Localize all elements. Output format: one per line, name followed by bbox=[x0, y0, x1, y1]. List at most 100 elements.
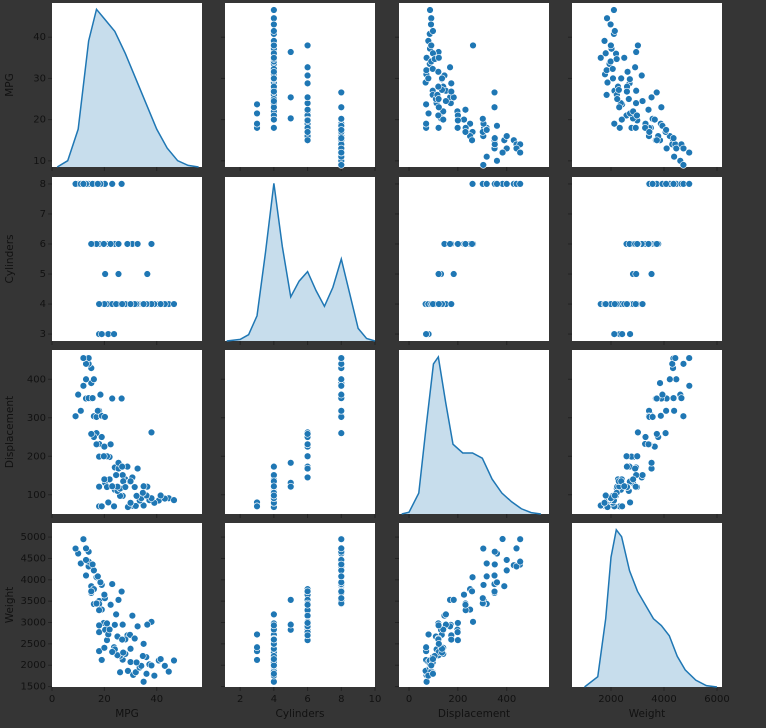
point bbox=[427, 20, 435, 29]
point bbox=[512, 544, 521, 553]
x-tick-label: 10 bbox=[369, 694, 382, 705]
point bbox=[657, 103, 666, 111]
point bbox=[92, 599, 101, 608]
point bbox=[270, 20, 278, 29]
point bbox=[112, 610, 120, 619]
point bbox=[422, 678, 431, 686]
point bbox=[88, 394, 97, 402]
point bbox=[491, 134, 499, 142]
point bbox=[427, 41, 435, 50]
point bbox=[447, 79, 455, 88]
point bbox=[104, 498, 112, 507]
point bbox=[503, 132, 511, 140]
point bbox=[139, 652, 147, 660]
point bbox=[662, 180, 670, 188]
point bbox=[623, 68, 632, 76]
point bbox=[270, 621, 278, 630]
point bbox=[647, 270, 656, 278]
point bbox=[434, 124, 443, 132]
point bbox=[516, 535, 524, 543]
point bbox=[303, 619, 312, 627]
point bbox=[82, 556, 90, 564]
point bbox=[270, 482, 278, 490]
point bbox=[454, 636, 462, 644]
point bbox=[516, 148, 524, 157]
point bbox=[253, 656, 261, 664]
point bbox=[88, 560, 97, 569]
point bbox=[600, 37, 609, 45]
point bbox=[82, 375, 90, 383]
point bbox=[253, 120, 261, 128]
point bbox=[110, 330, 118, 338]
x-axis-label: MPG bbox=[115, 708, 139, 720]
point bbox=[631, 464, 639, 473]
point bbox=[303, 93, 312, 102]
point bbox=[79, 180, 88, 188]
point bbox=[337, 390, 345, 399]
point bbox=[662, 126, 670, 134]
point bbox=[161, 662, 169, 670]
y-tick-label: 40 bbox=[33, 32, 46, 43]
kde-area bbox=[226, 183, 375, 341]
point bbox=[337, 88, 345, 97]
point bbox=[483, 572, 491, 581]
point bbox=[453, 124, 462, 132]
y-tick-label: 200 bbox=[27, 451, 46, 462]
point bbox=[503, 556, 511, 564]
y-axis-label: Cylinders bbox=[4, 235, 16, 284]
point bbox=[156, 491, 165, 500]
point bbox=[615, 86, 623, 94]
x-tick-label: 2000 bbox=[598, 694, 623, 705]
point bbox=[644, 240, 653, 248]
point bbox=[253, 643, 261, 651]
point bbox=[429, 670, 437, 678]
point bbox=[653, 430, 661, 438]
point bbox=[468, 587, 476, 596]
point bbox=[112, 471, 120, 479]
point bbox=[671, 354, 679, 362]
point bbox=[483, 152, 491, 161]
point bbox=[679, 144, 688, 153]
x-tick-label: 4000 bbox=[651, 694, 676, 705]
point bbox=[618, 115, 626, 124]
point bbox=[101, 413, 109, 421]
point bbox=[337, 134, 345, 142]
x-tick-label: 0 bbox=[406, 694, 412, 705]
x-axis-label: Weight bbox=[629, 708, 666, 720]
point bbox=[100, 591, 109, 599]
point bbox=[106, 440, 115, 449]
point bbox=[602, 66, 611, 74]
point bbox=[139, 300, 148, 308]
point bbox=[270, 41, 278, 50]
point bbox=[644, 106, 653, 114]
kde-area bbox=[57, 9, 199, 168]
y-tick-label: 3500 bbox=[21, 596, 46, 607]
point bbox=[270, 462, 278, 471]
point bbox=[303, 116, 312, 125]
point bbox=[337, 354, 345, 362]
point bbox=[638, 97, 647, 105]
panel bbox=[572, 3, 722, 167]
point bbox=[626, 75, 634, 83]
point bbox=[90, 566, 98, 575]
point bbox=[126, 499, 135, 507]
point bbox=[685, 148, 693, 157]
panel bbox=[572, 177, 722, 341]
point bbox=[110, 502, 118, 511]
point bbox=[516, 180, 524, 188]
point bbox=[303, 452, 312, 460]
point bbox=[468, 573, 477, 581]
point bbox=[118, 635, 126, 644]
point bbox=[337, 407, 345, 415]
point bbox=[450, 596, 458, 604]
point bbox=[118, 471, 127, 479]
point bbox=[95, 621, 103, 630]
point bbox=[461, 106, 470, 114]
point bbox=[132, 668, 140, 676]
point bbox=[651, 115, 659, 124]
point bbox=[493, 122, 501, 130]
point bbox=[270, 670, 278, 678]
point bbox=[618, 502, 626, 511]
point bbox=[670, 407, 678, 415]
y-tick-label: 100 bbox=[27, 490, 46, 501]
